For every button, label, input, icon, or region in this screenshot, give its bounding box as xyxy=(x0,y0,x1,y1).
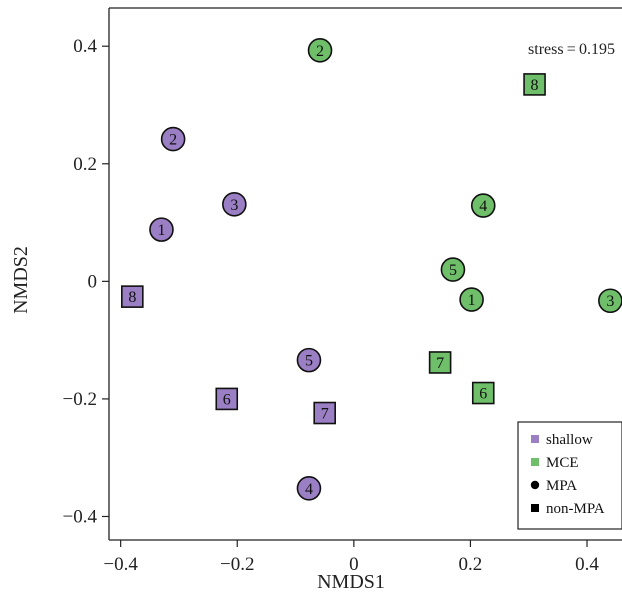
point-shallow-6: 6 xyxy=(215,387,239,411)
legend-label: shallow xyxy=(546,432,593,448)
x-tick-label: 0 xyxy=(349,554,359,575)
y-tick-label: −0.4 xyxy=(63,506,98,527)
y-tick-label: 0.4 xyxy=(73,36,97,57)
point-marker-square xyxy=(215,387,239,411)
point-shallow-5: 5 xyxy=(296,347,322,373)
point-marker-square xyxy=(471,381,495,405)
legend-marker xyxy=(531,458,539,466)
point-label: 3 xyxy=(606,293,614,310)
point-label: 5 xyxy=(449,262,457,279)
point-marker-circle xyxy=(222,192,247,217)
x-tick-label: 0.4 xyxy=(575,554,599,575)
point-MCE-8: 8 xyxy=(523,73,546,96)
point-shallow-2: 2 xyxy=(160,126,186,152)
point-label: 1 xyxy=(468,292,476,309)
data-points: 1 2 3 4 5 6 7 8 1 2 3 4 5 6 7 8 xyxy=(121,38,622,501)
point-shallow-4: 4 xyxy=(296,475,322,501)
point-label: 6 xyxy=(223,391,231,408)
y-tick-label: 0.2 xyxy=(73,154,97,175)
x-tick-label: −0.4 xyxy=(103,554,138,575)
legend-item-mpa: MPA xyxy=(530,478,577,494)
point-MCE-7: 7 xyxy=(428,351,452,374)
x-tick-label: −0.2 xyxy=(220,554,254,575)
point-MCE-2: 2 xyxy=(307,38,333,63)
point-label: 6 xyxy=(479,386,487,403)
point-label: 7 xyxy=(321,406,329,423)
legend-item-non-mpa: non-MPA xyxy=(531,501,605,517)
point-label: 2 xyxy=(169,132,177,149)
point-marker-square xyxy=(523,73,546,96)
stress-annotation: stress = 0.195 xyxy=(528,41,615,58)
legend-item-mce: MCE xyxy=(531,455,579,471)
point-MCE-5: 5 xyxy=(440,257,466,282)
point-label: 1 xyxy=(157,222,165,239)
y-tick-label: −0.2 xyxy=(63,389,97,410)
point-marker-circle xyxy=(440,257,466,282)
point-marker-square xyxy=(428,351,452,374)
y-tick-label: 0 xyxy=(88,271,98,292)
point-label: 5 xyxy=(305,353,313,370)
point-marker-circle xyxy=(149,217,174,242)
legend-label: MPA xyxy=(546,478,577,494)
point-marker-square xyxy=(121,285,144,308)
point-label: 8 xyxy=(128,289,136,306)
point-label: 3 xyxy=(230,197,238,214)
x-axis-title: NMDS1 xyxy=(317,571,385,593)
axes: −0.4 −0.2 0 0.2 0.4 −0.4 −0.2 0 0.2 0.4 xyxy=(63,7,622,575)
legend-marker xyxy=(531,504,539,512)
point-shallow-7: 7 xyxy=(313,401,336,425)
point-marker-square xyxy=(313,401,336,425)
point-marker-circle xyxy=(459,287,484,312)
point-marker-circle xyxy=(296,475,322,501)
point-marker-circle xyxy=(307,38,333,63)
point-MCE-3: 3 xyxy=(598,288,622,314)
point-MCE-1: 1 xyxy=(459,287,484,312)
point-MCE-6: 6 xyxy=(471,381,495,405)
point-label: 2 xyxy=(316,43,324,60)
legend-label: non-MPA xyxy=(546,501,605,517)
point-label: 7 xyxy=(436,355,444,372)
y-axis-title: NMDS2 xyxy=(10,246,32,314)
point-marker-circle xyxy=(470,193,496,218)
point-label: 8 xyxy=(531,77,539,94)
point-MCE-4: 4 xyxy=(470,193,496,218)
point-shallow-8: 8 xyxy=(121,285,144,308)
legend: shallow MCE MPA non-MPA xyxy=(517,421,622,530)
point-marker-circle xyxy=(296,347,322,373)
legend-item-shallow: shallow xyxy=(531,432,593,448)
point-label: 4 xyxy=(479,198,487,215)
point-shallow-1: 1 xyxy=(149,217,174,242)
legend-marker xyxy=(531,435,539,443)
point-label: 4 xyxy=(305,481,313,498)
x-tick-label: 0.2 xyxy=(459,554,483,575)
legend-label: MCE xyxy=(546,455,579,471)
legend-marker xyxy=(530,480,540,490)
point-marker-circle xyxy=(160,126,186,152)
point-shallow-3: 3 xyxy=(222,192,247,217)
